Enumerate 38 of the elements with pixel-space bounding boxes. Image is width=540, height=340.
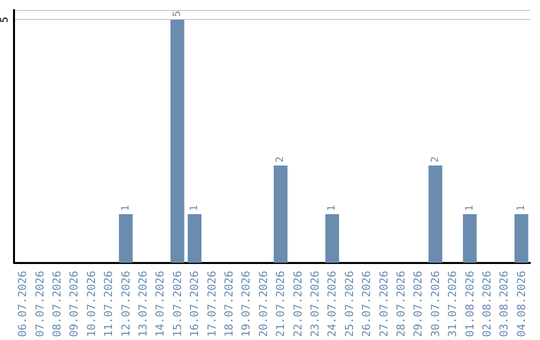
x-tick-label: 04.08.2026 [514, 270, 528, 338]
data-label: 5 [172, 10, 183, 17]
x-tick-label: 01.08.2026 [463, 270, 476, 338]
data-label: 2 [430, 156, 441, 163]
x-tick-label: 10.07.2026 [84, 270, 98, 338]
data-label: 1 [516, 205, 527, 212]
x-tick-label: 09.07.2026 [68, 270, 81, 338]
x-tick-label: 13.07.2026 [136, 270, 150, 338]
x-tick-label: 08.07.2026 [50, 270, 64, 338]
x-tick-label: 14.07.2026 [154, 270, 167, 338]
x-tick-label: 30.07.2026 [428, 270, 442, 338]
data-label: 1 [326, 205, 338, 212]
x-tick-label: 20.07.2026 [256, 270, 270, 338]
x-tick-label: 11.07.2026 [102, 270, 116, 338]
x-tick-label: 12.07.2026 [119, 270, 132, 338]
x-tick-label: 15.07.2026 [170, 270, 184, 338]
x-tick-label: 21.07.2026 [274, 270, 288, 338]
x-tick-label: 31.07.2026 [446, 270, 460, 338]
x-tick-label: 22.07.2026 [291, 270, 304, 338]
x-tick-label: 23.07.2026 [308, 270, 322, 338]
x-tick-label: 29.07.2026 [412, 270, 425, 338]
x-tick-label: 18.07.2026 [222, 270, 236, 338]
x-tick-label: 17.07.2026 [205, 270, 218, 338]
x-tick-label: 27.07.2026 [377, 270, 390, 338]
x-tick-label: 24.07.2026 [326, 270, 339, 338]
x-tick-label: 25.07.2026 [342, 270, 356, 338]
x-tick-label: 02.08.2026 [480, 270, 494, 338]
x-tick-label: 03.08.2026 [498, 270, 511, 338]
x-tick-label: 16.07.2026 [188, 270, 202, 338]
x-tick-label: 26.07.2026 [360, 270, 374, 338]
data-label: 1 [464, 205, 476, 212]
x-tick-label: 07.07.2026 [33, 270, 46, 338]
data-label: 1 [120, 205, 132, 212]
x-tick-label: 06.07.2026 [16, 270, 30, 338]
x-tick-label: 28.07.2026 [394, 270, 408, 338]
data-label: 2 [275, 156, 286, 163]
x-tick-label: 19.07.2026 [240, 270, 253, 338]
data-label: 1 [189, 205, 200, 212]
